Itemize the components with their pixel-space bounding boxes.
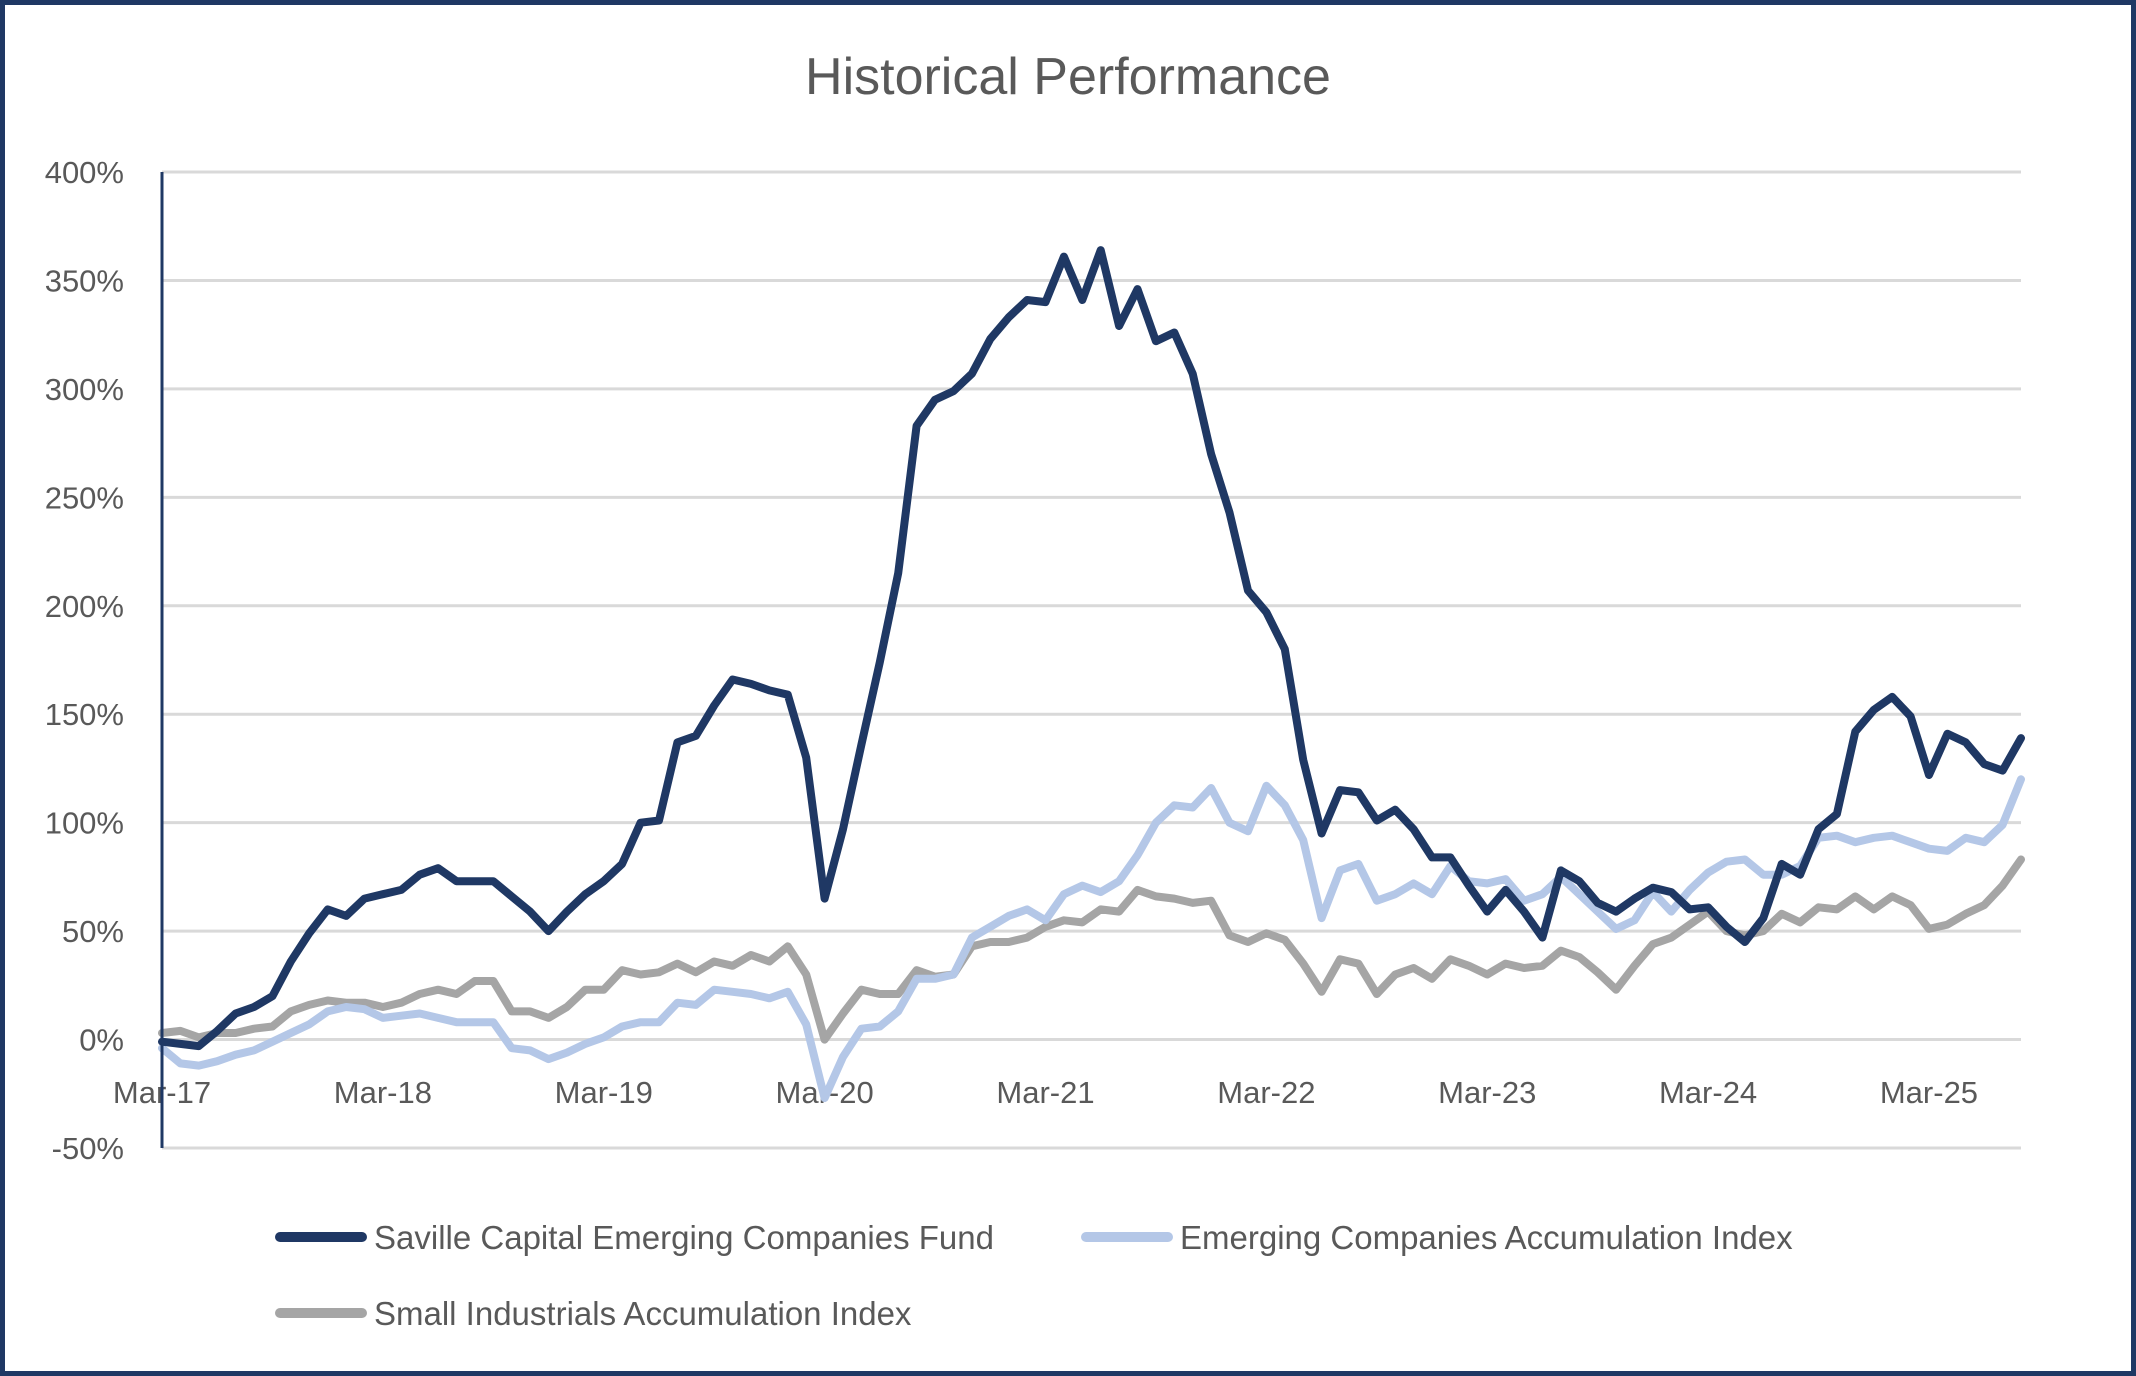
legend-label-small-industrials: Small Industrials Accumulation Index — [374, 1295, 912, 1332]
y-tick-label: -50% — [52, 1131, 124, 1166]
y-tick-label: 100% — [45, 806, 124, 841]
legend: Saville Capital Emerging Companies Fund … — [275, 1219, 1793, 1332]
x-tick-label: Mar-24 — [1659, 1075, 1757, 1110]
y-tick-label: 400% — [45, 155, 124, 190]
series-line-emerging-index — [158, 775, 2025, 1103]
y-tick-label: 0% — [79, 1023, 124, 1058]
y-tick-label: 350% — [45, 263, 124, 298]
legend-label-fund: Saville Capital Emerging Companies Fund — [374, 1219, 994, 1256]
x-tick-label: Mar-22 — [1217, 1075, 1315, 1110]
legend-label-emerging-index: Emerging Companies Accumulation Index — [1180, 1219, 1793, 1256]
y-tick-label: 250% — [45, 480, 124, 515]
y-tick-label: 150% — [45, 697, 124, 732]
x-tick-label: Mar-23 — [1438, 1075, 1536, 1110]
legend-item-emerging-index[interactable]: Emerging Companies Accumulation Index — [1081, 1219, 1793, 1256]
series-lines — [158, 246, 2025, 1103]
y-tick-label: 200% — [45, 589, 124, 624]
y-axis-labels: -50% 0% 50% 100% 150% 200% 250% 300% 350% 400% — [45, 155, 124, 1166]
y-tick-label: 300% — [45, 372, 124, 407]
chart-title: Historical Performance — [805, 48, 1331, 106]
y-tick-label: 50% — [62, 914, 124, 949]
x-axis-labels: Mar-17 Mar-18 Mar-19 Mar-20 Mar-21 Mar-22 Mar-… — [113, 1075, 1978, 1110]
x-tick-label: Mar-19 — [555, 1075, 653, 1110]
series-line-fund — [158, 246, 2025, 1051]
gridlines — [162, 170, 2021, 1150]
x-tick-label: Mar-25 — [1880, 1075, 1978, 1110]
legend-item-fund[interactable]: Saville Capital Emerging Companies Fund — [275, 1219, 994, 1256]
x-tick-label: Mar-21 — [996, 1075, 1094, 1110]
legend-item-small-industrials[interactable]: Small Industrials Accumulation Index — [275, 1295, 912, 1332]
x-tick-label: Mar-18 — [334, 1075, 432, 1110]
